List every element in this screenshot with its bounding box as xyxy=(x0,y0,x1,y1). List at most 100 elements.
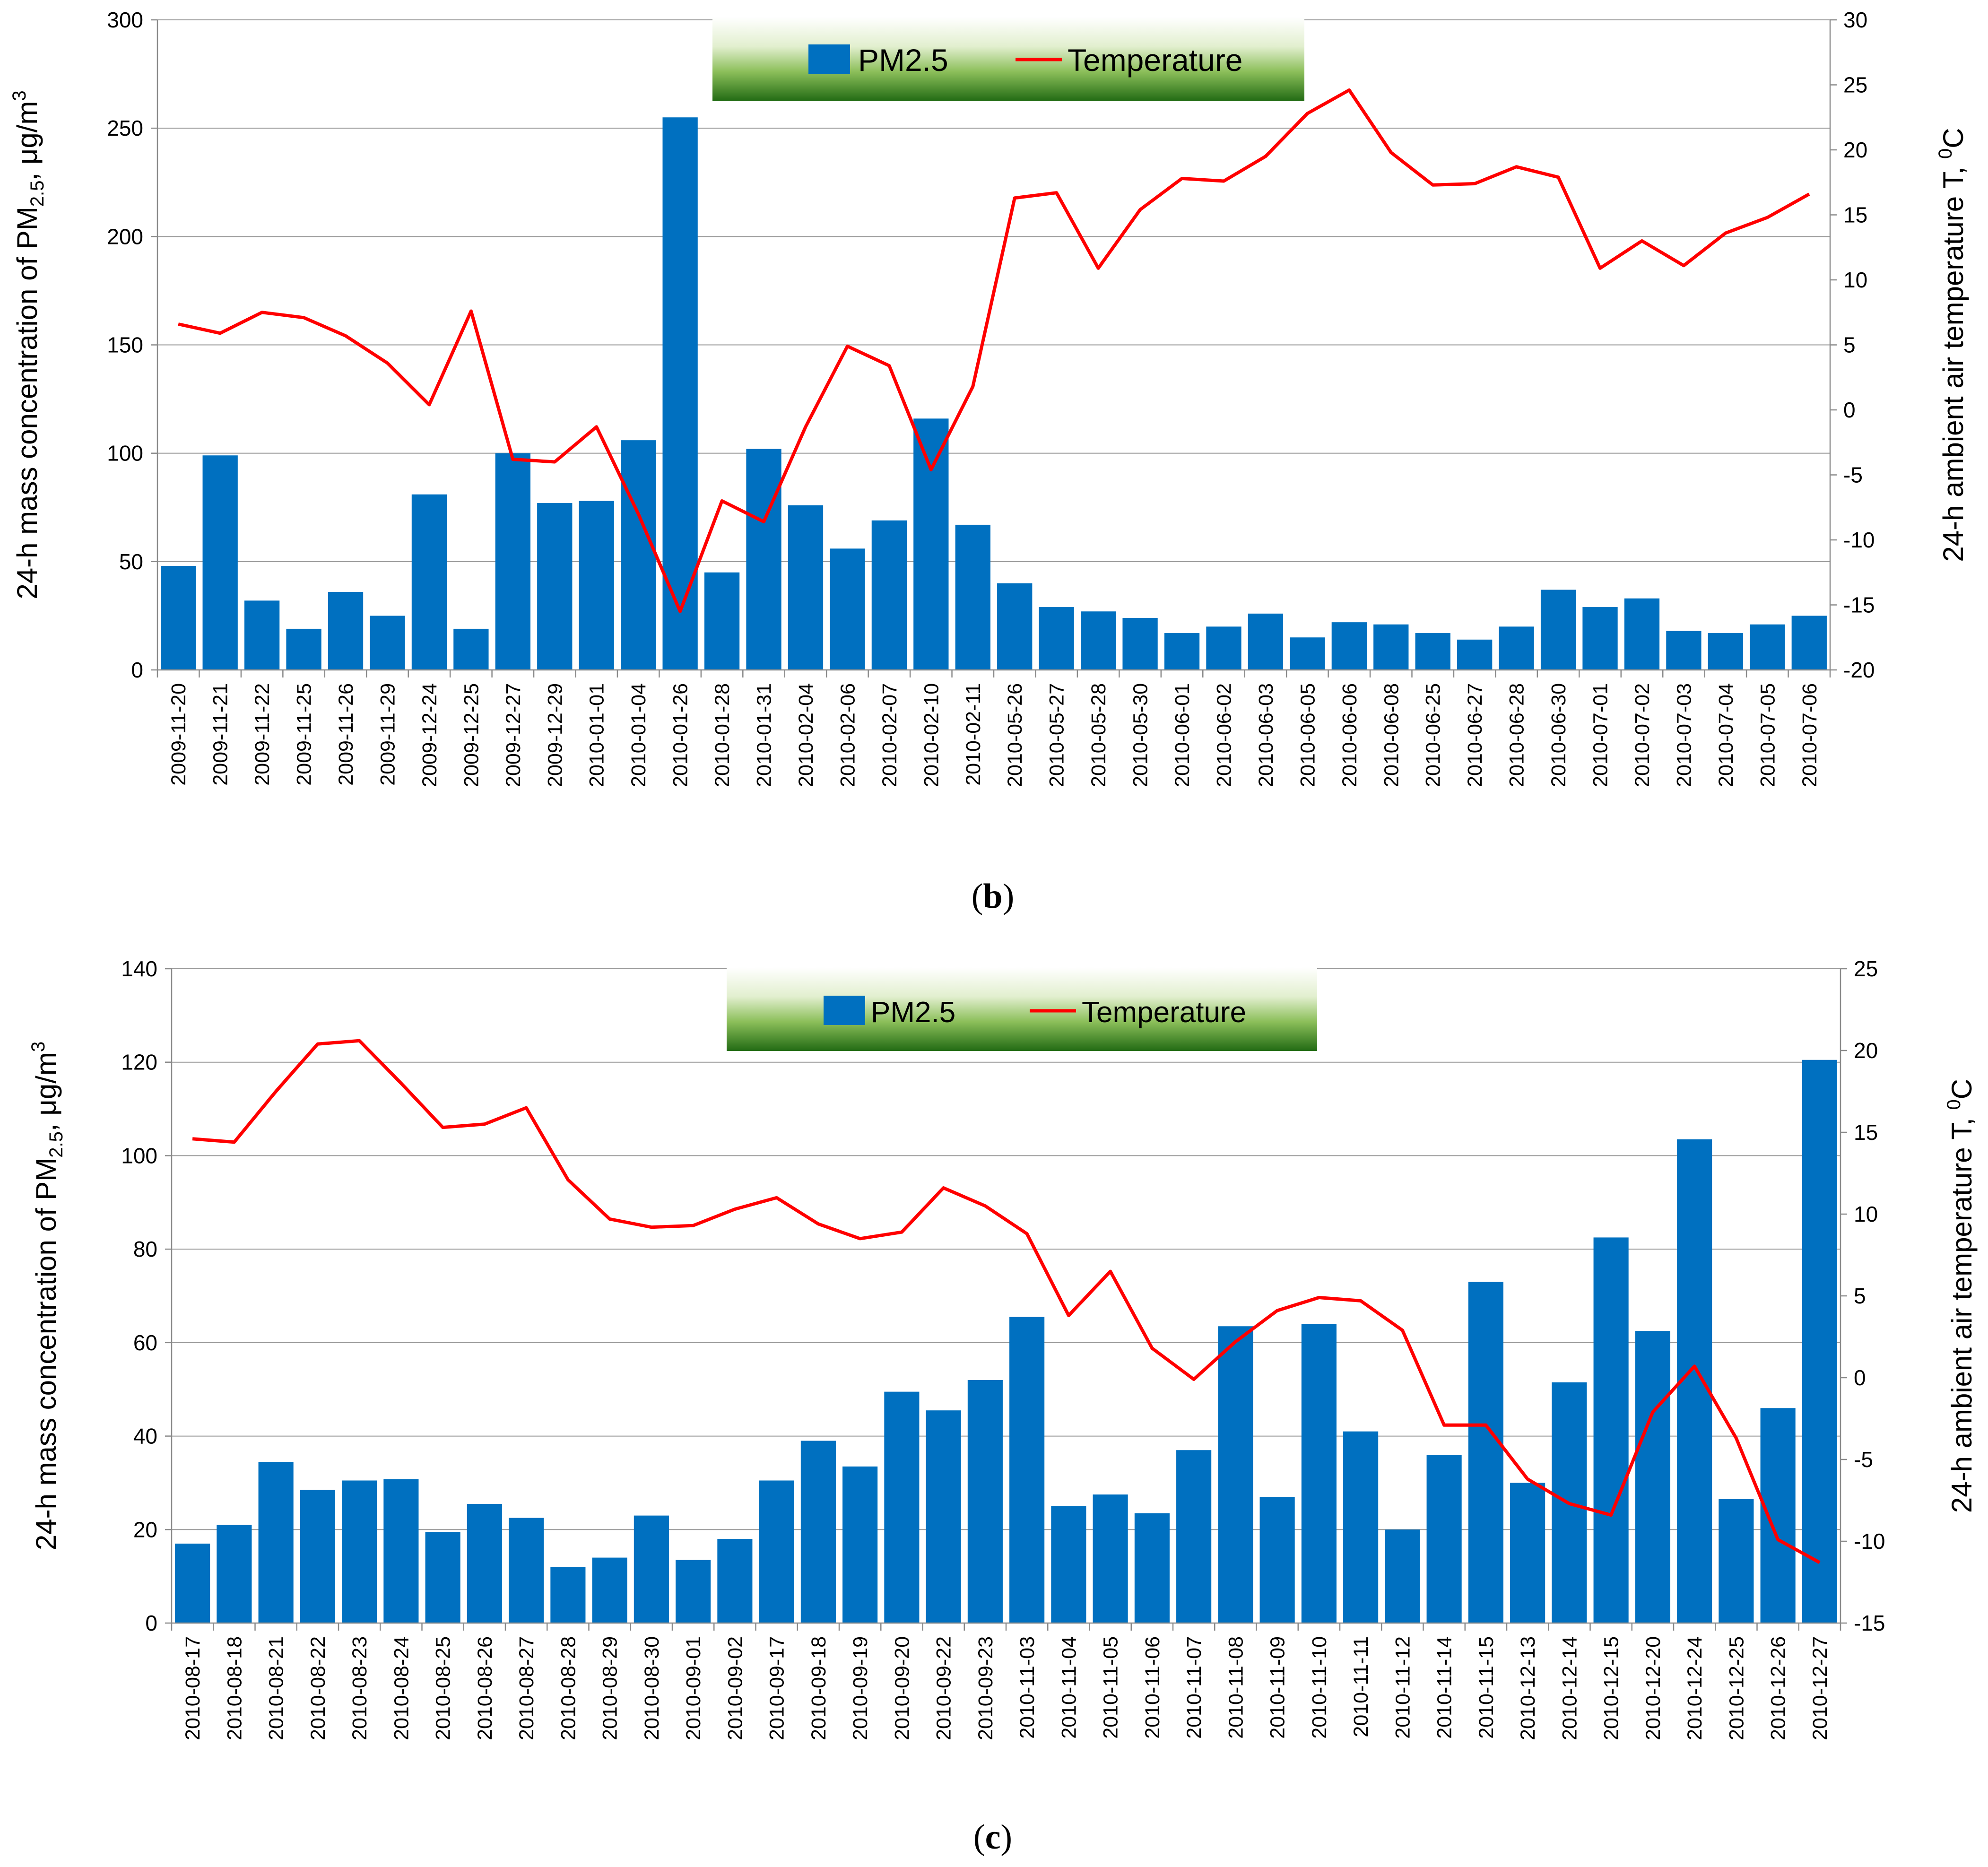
x-tick-label-2010-08-27: 2010-08-27 xyxy=(515,1636,538,1740)
y-tick-label-left: 60 xyxy=(133,1330,157,1355)
pm25-bar-2009-12-24 xyxy=(411,494,447,670)
pm25-bar-2010-02-06 xyxy=(830,548,865,670)
x-tick-label-2010-07-02: 2010-07-02 xyxy=(1631,683,1654,787)
x-tick-label-2010-06-08: 2010-06-08 xyxy=(1380,683,1403,787)
x-tick-label-2010-11-08: 2010-11-08 xyxy=(1224,1636,1247,1739)
x-tick-label-2009-12-29: 2009-12-29 xyxy=(544,683,566,787)
pm25-bar-2010-06-27 xyxy=(1457,639,1493,670)
x-tick-label-2009-11-20: 2009-11-20 xyxy=(167,683,190,786)
pm25-bars xyxy=(175,1059,1837,1623)
pm25-bar-2010-12-20 xyxy=(1635,1331,1670,1623)
x-tick-label-2010-05-27: 2010-05-27 xyxy=(1046,683,1068,787)
pm25-bar-2010-08-25 xyxy=(425,1532,460,1623)
pm25-bar-2010-11-03 xyxy=(1009,1317,1045,1623)
y-tick-label-right: 15 xyxy=(1854,1120,1878,1145)
y-tick-label-left: 100 xyxy=(107,441,143,466)
pm25-bar-2010-11-05 xyxy=(1093,1494,1128,1623)
x-tick-label-2010-11-11: 2010-11-11 xyxy=(1350,1636,1372,1737)
pm25-bar-2010-06-28 xyxy=(1499,626,1534,670)
y-tick-label-right: 20 xyxy=(1854,1038,1878,1063)
y-tick-label-right: 20 xyxy=(1843,138,1867,162)
x-tick-label-2010-08-18: 2010-08-18 xyxy=(223,1636,246,1740)
legend: PM2.5 Temperature xyxy=(727,967,1317,1051)
pm25-bar-2010-08-30 xyxy=(634,1515,669,1623)
y-tick-label-left: 300 xyxy=(107,8,143,32)
pm25-bar-2010-08-18 xyxy=(217,1525,252,1623)
pm25-bar-2010-01-28 xyxy=(704,572,740,670)
pm25-bar-2010-02-04 xyxy=(788,505,824,670)
x-tick-label-2010-05-26: 2010-05-26 xyxy=(1004,683,1026,787)
x-tick-labels: 2009-11-20 2009-11-21 2009-11-22 2009-11-25… xyxy=(167,683,1821,787)
pm25-bar-2010-07-02 xyxy=(1624,598,1660,670)
pm25-bar-2010-05-27 xyxy=(1039,607,1074,670)
x-tick-label-2010-08-23: 2010-08-23 xyxy=(348,1636,371,1740)
x-tick-label-2010-08-24: 2010-08-24 xyxy=(390,1636,413,1740)
pm25-bar-2010-06-25 xyxy=(1415,633,1450,670)
x-tick-label-2010-02-07: 2010-02-07 xyxy=(878,683,901,787)
pm25-bar-2010-08-27 xyxy=(509,1518,544,1623)
pm25-bar-2009-12-29 xyxy=(537,503,573,670)
pm25-bar-2010-11-15 xyxy=(1468,1282,1503,1623)
y-tick-label-left: 120 xyxy=(121,1050,157,1075)
pm25-bar-2009-11-29 xyxy=(370,616,405,670)
x-tick-label-2010-08-30: 2010-08-30 xyxy=(641,1636,663,1740)
x-tick-label-2010-01-28: 2010-01-28 xyxy=(711,683,734,787)
y-tick-label-right: -20 xyxy=(1843,658,1875,682)
pm25-bar-2010-11-09 xyxy=(1259,1497,1295,1623)
x-tick-label-2009-11-21: 2009-11-21 xyxy=(209,683,232,786)
chart-panel-b: 0 50 100 150 200 250 300 -20 -15 -10 -5 0 5 10 15 20 25 3… xyxy=(9,8,1969,916)
x-tick-label-2010-12-27: 2010-12-27 xyxy=(1809,1636,1832,1740)
x-tick-label-2010-08-25: 2010-08-25 xyxy=(432,1636,455,1740)
y-tick-label-right: 10 xyxy=(1843,268,1867,292)
y-tick-label-right: 25 xyxy=(1843,73,1867,97)
pm25-bar-2010-05-26 xyxy=(997,583,1033,670)
x-tick-label-2010-11-04: 2010-11-04 xyxy=(1058,1636,1080,1739)
pm25-bar-2009-12-27 xyxy=(495,453,530,670)
pm25-bar-2010-12-13 xyxy=(1510,1483,1545,1623)
x-tick-label-2010-01-04: 2010-01-04 xyxy=(627,683,650,787)
x-tick-label-2010-07-01: 2010-07-01 xyxy=(1589,683,1612,787)
legend-label-temperature: Temperature xyxy=(1082,996,1246,1029)
x-tick-label-2010-11-15: 2010-11-15 xyxy=(1475,1636,1498,1739)
pm25-bar-2009-11-25 xyxy=(286,628,321,670)
pm25-bars xyxy=(161,117,1827,670)
pm25-bar-2010-06-08 xyxy=(1373,624,1409,670)
x-tick-label-2010-12-25: 2010-12-25 xyxy=(1725,1636,1748,1740)
pm25-bar-2010-09-01 xyxy=(676,1560,711,1623)
pm25-bar-2010-07-04 xyxy=(1708,633,1744,670)
legend: PM2.5 Temperature xyxy=(712,17,1304,101)
x-tick-label-2010-08-17: 2010-08-17 xyxy=(182,1636,204,1740)
x-tick-label-2010-01-31: 2010-01-31 xyxy=(753,683,776,787)
pm25-bar-2010-06-03 xyxy=(1248,613,1284,670)
x-tick-label-2010-09-19: 2010-09-19 xyxy=(849,1636,872,1740)
pm25-bar-2010-11-14 xyxy=(1426,1455,1462,1623)
x-tick-label-2010-02-10: 2010-02-10 xyxy=(920,683,943,787)
x-tick-label-2010-12-15: 2010-12-15 xyxy=(1600,1636,1623,1740)
pm25-bar-2010-11-07 xyxy=(1176,1450,1212,1623)
x-tick-label-2010-12-26: 2010-12-26 xyxy=(1767,1636,1790,1740)
pm25-bar-2010-09-22 xyxy=(926,1410,961,1623)
x-tick-label-2010-06-01: 2010-06-01 xyxy=(1171,683,1194,787)
x-tick-label-2010-05-30: 2010-05-30 xyxy=(1129,683,1152,787)
pm25-bar-2009-11-21 xyxy=(202,455,238,670)
x-tick-label-2010-11-07: 2010-11-07 xyxy=(1183,1636,1206,1739)
x-tick-label-2010-09-18: 2010-09-18 xyxy=(807,1636,830,1740)
x-tick-label-2009-11-29: 2009-11-29 xyxy=(376,683,399,786)
pm25-bar-2010-08-29 xyxy=(592,1557,627,1623)
axes: 0 50 100 150 200 250 300 -20 -15 -10 -5 0 5 10 15 20 25 3… xyxy=(107,8,1875,682)
x-tick-label-2009-12-24: 2009-12-24 xyxy=(418,683,441,787)
x-tick-label-2010-11-10: 2010-11-10 xyxy=(1308,1636,1331,1739)
pm25-bar-2010-05-28 xyxy=(1080,611,1116,670)
y-tick-label-right: -5 xyxy=(1854,1447,1873,1472)
pm25-bar-2010-08-26 xyxy=(467,1503,502,1623)
pm25-bar-2010-08-22 xyxy=(300,1490,335,1623)
x-tick-label-2010-06-27: 2010-06-27 xyxy=(1464,683,1486,787)
pm25-bar-2010-08-23 xyxy=(342,1480,377,1623)
x-tick-label-2010-07-04: 2010-07-04 xyxy=(1715,683,1737,787)
temperature-line xyxy=(192,1039,1821,1564)
x-tick-label-2010-12-24: 2010-12-24 xyxy=(1684,1636,1706,1740)
x-tick-label-2009-11-25: 2009-11-25 xyxy=(293,683,316,786)
pm25-bar-2010-07-03 xyxy=(1666,631,1702,670)
pm25-bar-2010-01-26 xyxy=(662,117,698,670)
y-tick-label-left: 100 xyxy=(121,1143,157,1168)
